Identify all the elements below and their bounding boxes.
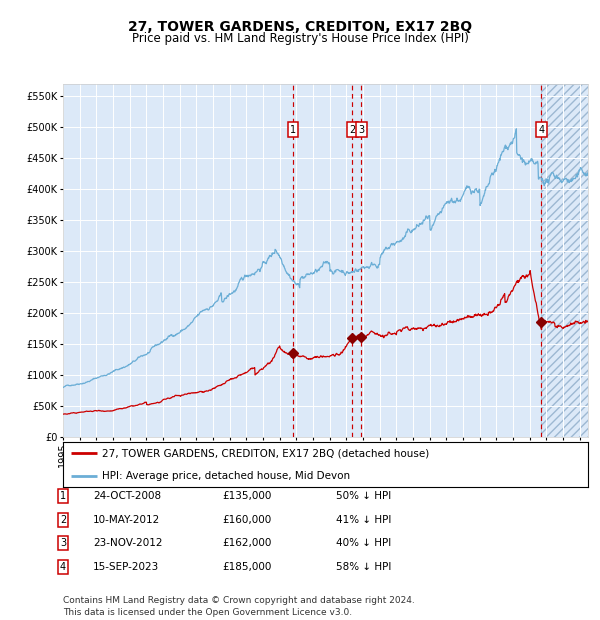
Text: £185,000: £185,000 xyxy=(222,562,271,572)
Text: 41% ↓ HPI: 41% ↓ HPI xyxy=(336,515,391,525)
Text: Price paid vs. HM Land Registry's House Price Index (HPI): Price paid vs. HM Land Registry's House … xyxy=(131,32,469,45)
Text: Contains HM Land Registry data © Crown copyright and database right 2024.
This d: Contains HM Land Registry data © Crown c… xyxy=(63,596,415,617)
Text: 3: 3 xyxy=(60,538,66,548)
Text: 10-MAY-2012: 10-MAY-2012 xyxy=(93,515,160,525)
Text: 24-OCT-2008: 24-OCT-2008 xyxy=(93,491,161,501)
Bar xyxy=(541,84,588,437)
Text: 23-NOV-2012: 23-NOV-2012 xyxy=(93,538,163,548)
Text: £135,000: £135,000 xyxy=(222,491,271,501)
Text: 2: 2 xyxy=(349,125,355,135)
Text: 27, TOWER GARDENS, CREDITON, EX17 2BQ (detached house): 27, TOWER GARDENS, CREDITON, EX17 2BQ (d… xyxy=(103,448,430,458)
Text: £160,000: £160,000 xyxy=(222,515,271,525)
Text: 15-SEP-2023: 15-SEP-2023 xyxy=(93,562,159,572)
Text: HPI: Average price, detached house, Mid Devon: HPI: Average price, detached house, Mid … xyxy=(103,471,350,480)
Text: 27, TOWER GARDENS, CREDITON, EX17 2BQ: 27, TOWER GARDENS, CREDITON, EX17 2BQ xyxy=(128,20,472,34)
Text: 4: 4 xyxy=(60,562,66,572)
Text: 58% ↓ HPI: 58% ↓ HPI xyxy=(336,562,391,572)
Text: 3: 3 xyxy=(358,125,364,135)
Text: 1: 1 xyxy=(290,125,296,135)
Text: 40% ↓ HPI: 40% ↓ HPI xyxy=(336,538,391,548)
Text: £162,000: £162,000 xyxy=(222,538,271,548)
Text: 4: 4 xyxy=(538,125,545,135)
Text: 2: 2 xyxy=(60,515,66,525)
Text: 50% ↓ HPI: 50% ↓ HPI xyxy=(336,491,391,501)
Text: 1: 1 xyxy=(60,491,66,501)
